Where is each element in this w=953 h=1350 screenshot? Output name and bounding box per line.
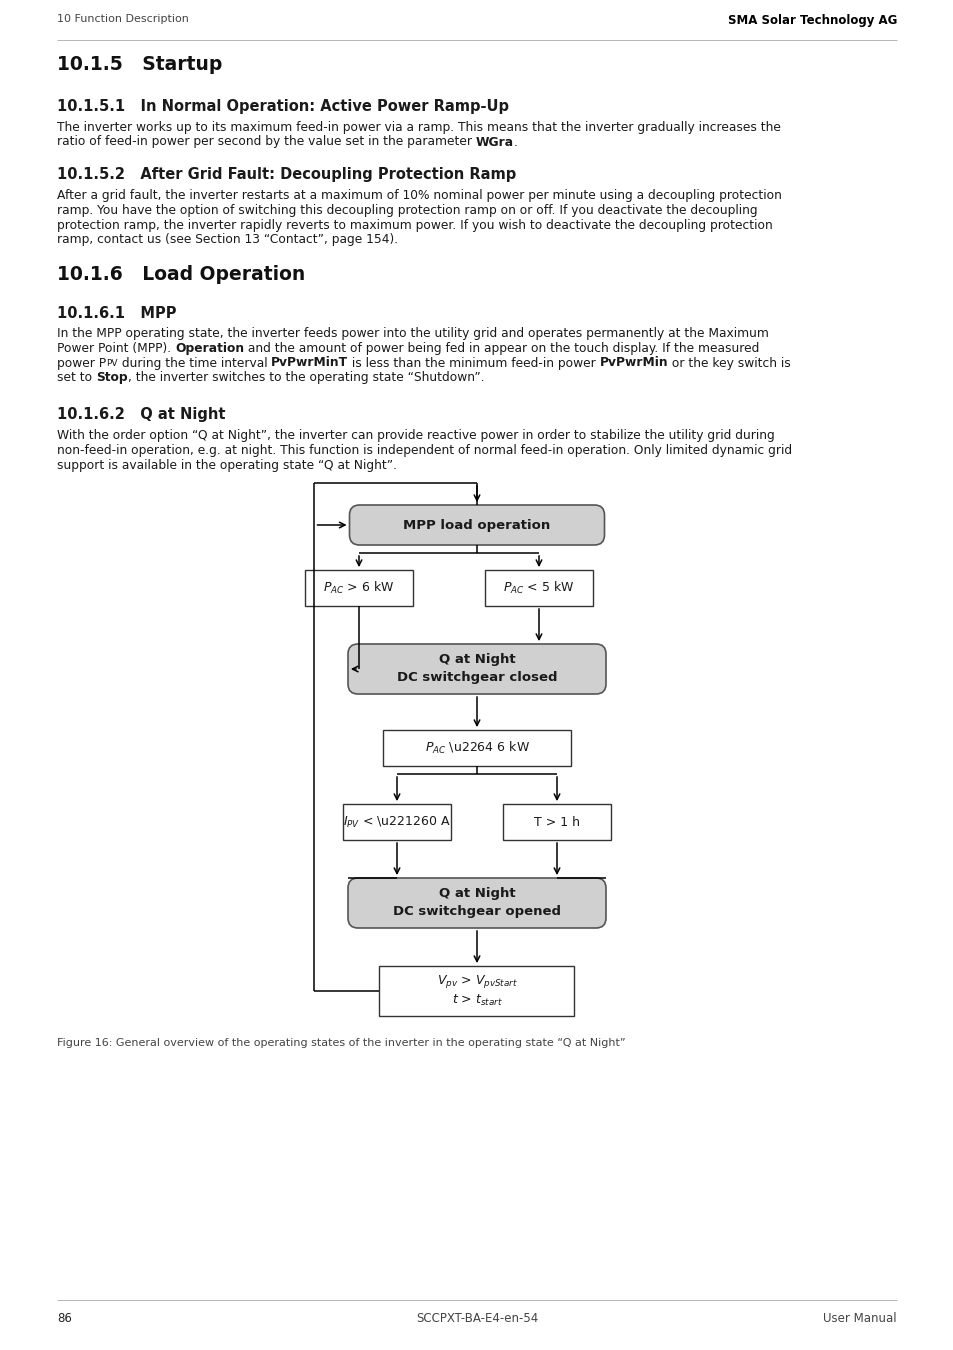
Text: is less than the minimum feed-in power: is less than the minimum feed-in power (348, 356, 599, 370)
Text: 10.1.6.1   MPP: 10.1.6.1 MPP (57, 305, 176, 320)
Text: during the time interval: during the time interval (117, 356, 271, 370)
Text: ramp, contact us (see Section 13 “Contact”, page 154).: ramp, contact us (see Section 13 “Contac… (57, 234, 397, 246)
Text: ramp. You have the option of switching this decoupling protection ramp on or off: ramp. You have the option of switching t… (57, 204, 757, 217)
Text: PvPwrMin: PvPwrMin (599, 356, 668, 370)
Text: PvPwrMinT: PvPwrMinT (271, 356, 348, 370)
Text: or the key switch is: or the key switch is (668, 356, 790, 370)
Text: $I_{PV}$ < \u221260 A: $I_{PV}$ < \u221260 A (343, 814, 451, 829)
Text: 10.1.5.2   After Grid Fault: Decoupling Protection Ramp: 10.1.5.2 After Grid Fault: Decoupling Pr… (57, 167, 516, 182)
Text: 86: 86 (57, 1312, 71, 1324)
Text: $P_{AC}$ < 5 kW: $P_{AC}$ < 5 kW (503, 580, 574, 597)
Text: 10.1.6.2   Q at Night: 10.1.6.2 Q at Night (57, 408, 225, 423)
Text: support is available in the operating state “Q at Night”.: support is available in the operating st… (57, 459, 396, 471)
Text: Q at Night: Q at Night (438, 653, 515, 667)
Text: SCCPXT-BA-E4-en-54: SCCPXT-BA-E4-en-54 (416, 1312, 537, 1324)
Text: In the MPP operating state, the inverter feeds power into the utility grid and o: In the MPP operating state, the inverter… (57, 328, 768, 340)
Text: and the amount of power being fed in appear on the touch display. If the measure: and the amount of power being fed in app… (244, 342, 759, 355)
Text: 10.1.5   Startup: 10.1.5 Startup (57, 55, 222, 74)
Text: $V_{pv}$ > $V_{pvStart}$: $V_{pv}$ > $V_{pvStart}$ (436, 973, 517, 991)
Bar (484, 570, 593, 606)
Text: DC switchgear opened: DC switchgear opened (393, 906, 560, 918)
Bar (502, 805, 610, 840)
Text: T > 1 h: T > 1 h (534, 815, 579, 829)
Text: After a grid fault, the inverter restarts at a maximum of 10% nominal power per : After a grid fault, the inverter restart… (57, 189, 781, 202)
Text: power P: power P (57, 356, 106, 370)
Text: protection ramp, the inverter rapidly reverts to maximum power. If you wish to d: protection ramp, the inverter rapidly re… (57, 219, 772, 231)
Text: SMA Solar Technology AG: SMA Solar Technology AG (727, 14, 896, 27)
Text: User Manual: User Manual (822, 1312, 896, 1324)
Bar (305, 570, 413, 606)
Text: $t$ > $t_{start}$: $t$ > $t_{start}$ (451, 992, 502, 1007)
Text: Figure 16: General overview of the operating states of the inverter in the opera: Figure 16: General overview of the opera… (57, 1038, 625, 1048)
Bar (382, 730, 571, 765)
Text: 10.1.6   Load Operation: 10.1.6 Load Operation (57, 266, 305, 285)
Text: The inverter works up to its maximum feed-in power via a ramp. This means that t: The inverter works up to its maximum fee… (57, 122, 781, 134)
Text: 10 Function Description: 10 Function Description (57, 14, 189, 24)
Bar (343, 805, 451, 840)
Text: Power Point (MPP).: Power Point (MPP). (57, 342, 174, 355)
Text: Q at Night: Q at Night (438, 887, 515, 900)
Text: PV: PV (106, 359, 117, 369)
Bar (379, 967, 574, 1017)
Text: non-feed-in operation, e.g. at night. This function is independent of normal fee: non-feed-in operation, e.g. at night. Th… (57, 444, 791, 458)
Text: $P_{AC}$ \u2264 6 kW: $P_{AC}$ \u2264 6 kW (424, 740, 529, 756)
Text: .: . (514, 135, 517, 148)
Text: Stop: Stop (96, 371, 128, 383)
Text: Operation: Operation (174, 342, 244, 355)
FancyBboxPatch shape (348, 644, 605, 694)
FancyBboxPatch shape (348, 878, 605, 927)
Text: 10.1.5.1   In Normal Operation: Active Power Ramp-Up: 10.1.5.1 In Normal Operation: Active Pow… (57, 99, 509, 113)
Text: WGra: WGra (476, 135, 514, 148)
Text: , the inverter switches to the operating state “Shutdown”.: , the inverter switches to the operating… (128, 371, 484, 383)
Text: MPP load operation: MPP load operation (403, 518, 550, 532)
FancyBboxPatch shape (349, 505, 604, 545)
Text: $P_{AC}$ > 6 kW: $P_{AC}$ > 6 kW (323, 580, 395, 597)
Text: set to: set to (57, 371, 96, 383)
Text: DC switchgear closed: DC switchgear closed (396, 671, 557, 684)
Text: With the order option “Q at Night”, the inverter can provide reactive power in o: With the order option “Q at Night”, the … (57, 429, 774, 443)
Text: ratio of feed-in power per second by the value set in the parameter: ratio of feed-in power per second by the… (57, 135, 476, 148)
